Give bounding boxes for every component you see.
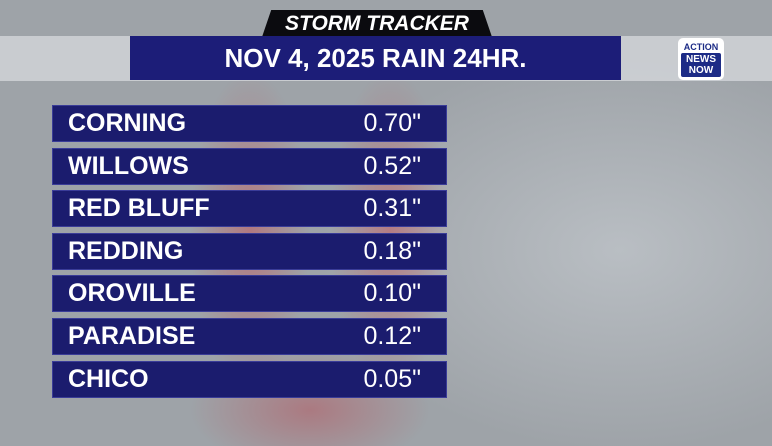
logo: ACTION NEWS NOW bbox=[678, 38, 724, 80]
logo-box: NEWS NOW bbox=[681, 53, 721, 77]
table-row: CHICO 0.05" bbox=[52, 360, 447, 398]
city-name: OROVILLE bbox=[68, 279, 196, 308]
table-row: CORNING 0.70" bbox=[52, 105, 447, 142]
logo-text: NOW bbox=[688, 65, 714, 76]
table-row: RED BLUFF 0.31" bbox=[52, 190, 447, 228]
city-name: CHICO bbox=[68, 364, 149, 393]
table-row: WILLOWS 0.52" bbox=[52, 147, 447, 185]
rain-amount: 0.10" bbox=[363, 279, 421, 308]
header-title: NOV 4, 2025 RAIN 24HR. bbox=[130, 36, 621, 80]
city-name: WILLOWS bbox=[68, 151, 189, 180]
logo-text: ACTION bbox=[683, 42, 719, 52]
city-name: CORNING bbox=[68, 109, 187, 137]
rain-amount: 0.70" bbox=[363, 109, 421, 137]
table-row: OROVILLE 0.10" bbox=[52, 275, 447, 313]
logo-text: NEWS bbox=[686, 54, 716, 65]
city-name: RED BLUFF bbox=[68, 194, 210, 223]
rain-amount: 0.31" bbox=[363, 194, 421, 223]
table-row: REDDING 0.18" bbox=[52, 232, 447, 270]
rain-amount: 0.52" bbox=[363, 151, 421, 180]
table-row: PARADISE 0.12" bbox=[52, 318, 447, 355]
header-tag: STORM TRACKER bbox=[262, 10, 492, 37]
rain-amount: 0.12" bbox=[363, 322, 421, 350]
rain-amount: 0.05" bbox=[363, 364, 421, 393]
city-name: PARADISE bbox=[68, 322, 196, 350]
city-name: REDDING bbox=[68, 236, 184, 265]
rain-amount: 0.18" bbox=[363, 236, 421, 265]
